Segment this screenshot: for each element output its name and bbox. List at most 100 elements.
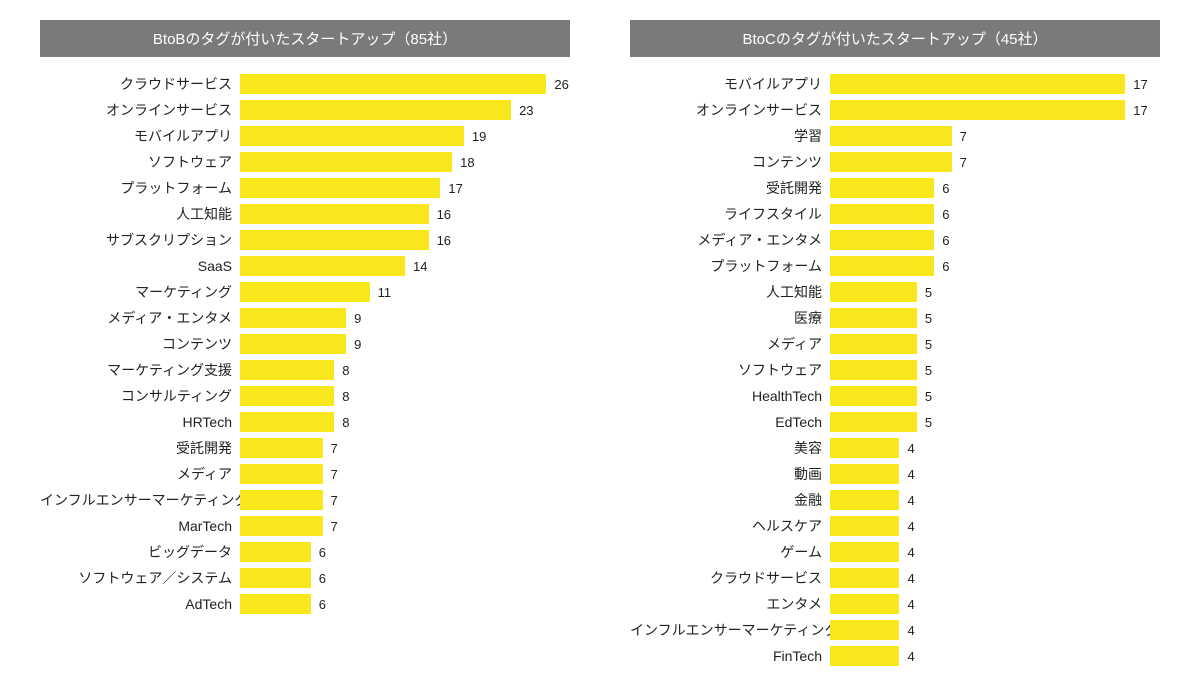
bar-value: 4 [907,520,914,533]
bar-row: MarTech7 [40,513,570,539]
bar-cell: 4 [830,646,1160,666]
bar-row: 人工知能5 [630,279,1160,305]
bar-cell: 6 [240,568,570,588]
bar [830,178,934,198]
bar-row: 美容4 [630,435,1160,461]
bar-value: 6 [942,234,949,247]
bar-cell: 6 [830,204,1160,224]
bar-value: 16 [437,208,451,221]
bar-value: 17 [1133,78,1147,91]
bar-label: 学習 [630,126,830,146]
bar [830,152,952,172]
bar-cell: 6 [830,256,1160,276]
bar-label: AdTech [40,596,240,612]
bar-row: エンタメ 4 [630,591,1160,617]
bar-row: モバイルアプリ19 [40,123,570,149]
bar [240,282,370,302]
bar [240,178,440,198]
bar-cell: 7 [240,464,570,484]
bar [830,412,917,432]
bar-row: インフルエンサーマーケティング4 [630,617,1160,643]
bar-cell: 9 [240,334,570,354]
bar-label: メディア・エンタメ [630,230,830,250]
bar-row: メディア5 [630,331,1160,357]
bar-label: SaaS [40,258,240,274]
bar-label: メディア [40,464,240,484]
bar-cell: 4 [830,568,1160,588]
bar-value: 6 [319,598,326,611]
bar [830,542,899,562]
bar-value: 6 [319,572,326,585]
bar [240,438,323,458]
bar-label: 美容 [630,438,830,458]
bar-cell: 5 [830,412,1160,432]
bar-label: HRTech [40,414,240,430]
btoc-rows: モバイルアプリ17オンラインサービス17学習7コンテンツ7受託開発6ライフスタイ… [630,71,1160,669]
bar-cell: 14 [240,256,570,276]
bar-cell: 4 [830,620,1160,640]
bar-value: 7 [331,442,338,455]
bar-cell: 17 [240,178,570,198]
bar-row: ライフスタイル6 [630,201,1160,227]
bar-label: 医療 [630,308,830,328]
bar-row: マーケティング11 [40,279,570,305]
bar [830,282,917,302]
bar [240,542,311,562]
bar [240,308,346,328]
bar-row: 受託開発6 [630,175,1160,201]
bar-row: コンテンツ9 [40,331,570,357]
bar [240,490,323,510]
bar [830,568,899,588]
bar-label: メディア・エンタメ [40,308,240,328]
bar-cell: 7 [240,516,570,536]
bar-value: 4 [907,468,914,481]
bar-label: ソフトウェア／システム [40,568,240,588]
bar-label: エンタメ [630,594,830,614]
bar-row: ソフトウェア5 [630,357,1160,383]
bar-value: 16 [437,234,451,247]
bar-cell: 5 [830,308,1160,328]
bar-label: マーケティング支援 [40,360,240,380]
bar-label: オンラインサービス [630,100,830,120]
bar-cell: 4 [830,490,1160,510]
bar-value: 26 [554,78,568,91]
bar-value: 23 [519,104,533,117]
bar [830,256,934,276]
bar-row: 受託開発7 [40,435,570,461]
bar-value: 7 [331,494,338,507]
bar-value: 6 [942,260,949,273]
bar-value: 4 [907,598,914,611]
bar-label: インフルエンサーマーケティング [40,490,240,510]
bar-cell: 11 [240,282,570,302]
bar-label: コンサルティング [40,386,240,406]
bar-row: コンテンツ7 [630,149,1160,175]
bar [830,204,934,224]
bar-cell: 26 [240,74,570,94]
bar [240,74,546,94]
bar-value: 4 [907,624,914,637]
btob-panel: BtoBのタグが付いたスタートアップ（85社） クラウドサービス26オンラインサ… [40,20,570,669]
bar [240,464,323,484]
bar-value: 4 [907,494,914,507]
bar-row: モバイルアプリ17 [630,71,1160,97]
bar-cell: 7 [240,438,570,458]
bar-cell: 8 [240,412,570,432]
bar-cell: 4 [830,438,1160,458]
bar-label: コンテンツ [630,152,830,172]
bar-cell: 4 [830,542,1160,562]
bar-value: 4 [907,572,914,585]
bar-value: 5 [925,416,932,429]
bar-label: 動画 [630,464,830,484]
bar-value: 5 [925,338,932,351]
bar [240,568,311,588]
btob-rows: クラウドサービス26オンラインサービス23モバイルアプリ19ソフトウェア18プラ… [40,71,570,617]
bar-cell: 8 [240,360,570,380]
bar-value: 9 [354,338,361,351]
bar-label: 人工知能 [630,282,830,302]
bar-label: 金融 [630,490,830,510]
bar-label: EdTech [630,414,830,430]
bar-row: HRTech 8 [40,409,570,435]
bar-value: 8 [342,390,349,403]
bar [830,516,899,536]
bar-value: 8 [342,416,349,429]
